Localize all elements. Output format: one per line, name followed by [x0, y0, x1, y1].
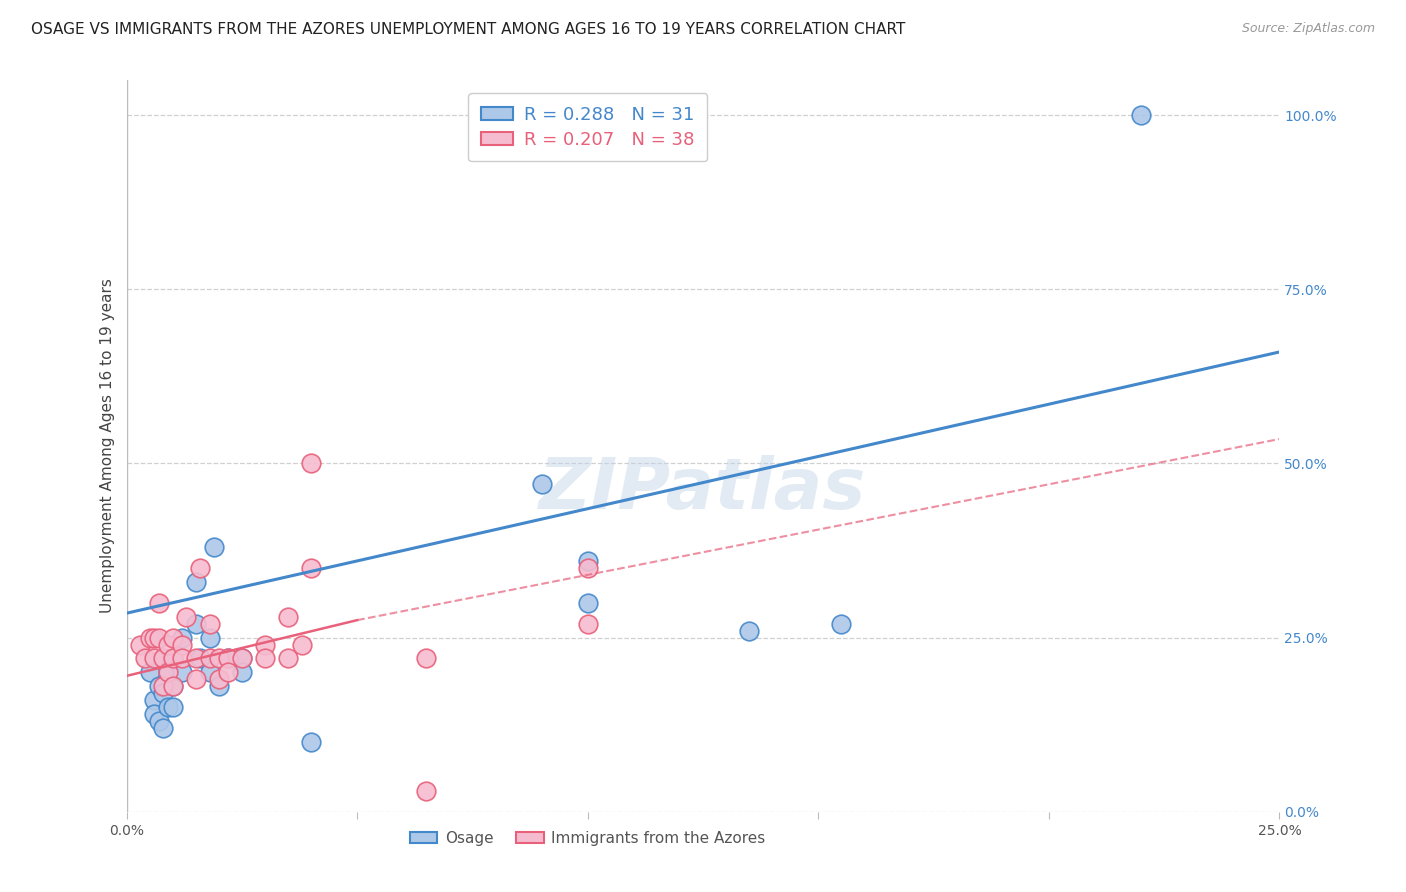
Point: [152, 651, 174, 665]
Point: [277, 609, 299, 624]
Point: [576, 616, 599, 631]
Point: [170, 665, 193, 680]
Point: [162, 651, 184, 665]
Point: [202, 540, 225, 554]
Legend: Osage, Immigrants from the Azores: Osage, Immigrants from the Azores: [404, 824, 772, 852]
Point: [738, 624, 761, 638]
Point: [231, 665, 253, 680]
Text: ZIPatlas: ZIPatlas: [540, 456, 866, 524]
Point: [198, 651, 221, 665]
Point: [830, 616, 852, 631]
Point: [299, 457, 322, 471]
Point: [162, 631, 184, 645]
Point: [188, 651, 211, 665]
Point: [170, 638, 193, 652]
Point: [576, 554, 599, 568]
Point: [148, 631, 170, 645]
Point: [170, 631, 193, 645]
Point: [148, 714, 170, 728]
Point: [152, 679, 174, 693]
Point: [148, 596, 170, 610]
Point: [198, 665, 221, 680]
Point: [208, 679, 231, 693]
Point: [184, 673, 207, 687]
Point: [138, 631, 160, 645]
Point: [184, 651, 207, 665]
Point: [208, 673, 231, 687]
Point: [253, 651, 276, 665]
Point: [184, 616, 207, 631]
Point: [170, 651, 193, 665]
Point: [231, 651, 253, 665]
Point: [162, 679, 184, 693]
Point: [157, 700, 180, 714]
Point: [157, 638, 180, 652]
Point: [138, 665, 160, 680]
Point: [576, 561, 599, 575]
Point: [176, 609, 198, 624]
Point: [143, 707, 166, 722]
Point: [184, 574, 207, 589]
Point: [157, 665, 180, 680]
Point: [157, 665, 180, 680]
Point: [143, 693, 166, 707]
Point: [217, 651, 239, 665]
Point: [134, 651, 156, 665]
Point: [576, 596, 599, 610]
Point: [415, 651, 437, 665]
Point: [299, 735, 322, 749]
Point: [291, 638, 314, 652]
Point: [217, 665, 239, 680]
Point: [299, 561, 322, 575]
Point: [162, 700, 184, 714]
Point: [198, 616, 221, 631]
Point: [152, 721, 174, 735]
Point: [188, 561, 211, 575]
Point: [143, 651, 166, 665]
Point: [1130, 108, 1153, 122]
Point: [217, 651, 239, 665]
Text: OSAGE VS IMMIGRANTS FROM THE AZORES UNEMPLOYMENT AMONG AGES 16 TO 19 YEARS CORRE: OSAGE VS IMMIGRANTS FROM THE AZORES UNEM…: [31, 22, 905, 37]
Point: [162, 651, 184, 665]
Point: [143, 631, 166, 645]
Point: [152, 686, 174, 700]
Point: [231, 651, 253, 665]
Point: [148, 679, 170, 693]
Text: Source: ZipAtlas.com: Source: ZipAtlas.com: [1241, 22, 1375, 36]
Point: [198, 631, 221, 645]
Point: [530, 477, 553, 491]
Point: [208, 651, 231, 665]
Point: [415, 784, 437, 798]
Point: [162, 679, 184, 693]
Point: [253, 638, 276, 652]
Y-axis label: Unemployment Among Ages 16 to 19 years: Unemployment Among Ages 16 to 19 years: [100, 278, 115, 614]
Point: [277, 651, 299, 665]
Point: [129, 638, 152, 652]
